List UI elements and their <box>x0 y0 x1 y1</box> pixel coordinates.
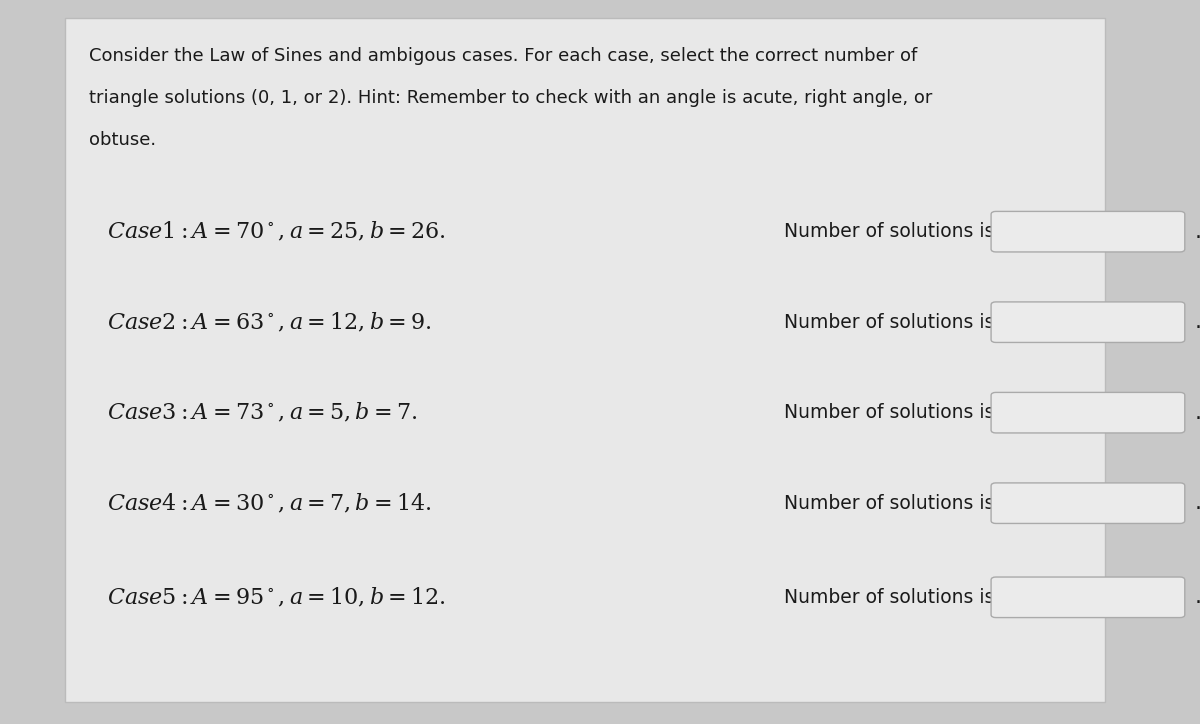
Text: Consider the Law of Sines and ambigous cases. For each case, select the correct : Consider the Law of Sines and ambigous c… <box>89 47 917 65</box>
FancyBboxPatch shape <box>991 577 1184 618</box>
FancyBboxPatch shape <box>991 392 1184 433</box>
Text: $\mathit{Case}2 : A = 63^\circ, a = 12, b = 9.$: $\mathit{Case}2 : A = 63^\circ, a = 12, … <box>107 311 432 334</box>
Text: Number of solutions is: Number of solutions is <box>779 403 995 422</box>
Text: .: . <box>1194 493 1200 513</box>
Text: Number of solutions is: Number of solutions is <box>779 494 995 513</box>
FancyBboxPatch shape <box>65 18 1105 702</box>
Text: $\mathit{Case}3 : A = 73^\circ, a = 5, b = 7.$: $\mathit{Case}3 : A = 73^\circ, a = 5, b… <box>107 401 418 424</box>
FancyBboxPatch shape <box>991 211 1184 252</box>
Text: obtuse.: obtuse. <box>89 131 156 149</box>
Text: .: . <box>1194 312 1200 332</box>
FancyBboxPatch shape <box>991 483 1184 523</box>
FancyBboxPatch shape <box>991 302 1184 342</box>
Text: .: . <box>1194 587 1200 607</box>
Text: Number of solutions is: Number of solutions is <box>779 588 995 607</box>
Text: $\mathit{Case}4 : A = 30^\circ, a = 7, b = 14.$: $\mathit{Case}4 : A = 30^\circ, a = 7, b… <box>107 492 432 515</box>
Text: Number of solutions is: Number of solutions is <box>779 313 995 332</box>
Text: Number of solutions is: Number of solutions is <box>779 222 995 241</box>
Text: triangle solutions (0, 1, or 2). Hint: Remember to check with an angle is acute,: triangle solutions (0, 1, or 2). Hint: R… <box>89 89 932 107</box>
Text: $\mathit{Case}1 : A = 70^\circ, a = 25, b = 26.$: $\mathit{Case}1 : A = 70^\circ, a = 25, … <box>107 220 445 243</box>
Text: $\mathit{Case}5 : A = 95^\circ, a = 10, b = 12.$: $\mathit{Case}5 : A = 95^\circ, a = 10, … <box>107 586 445 609</box>
Text: .: . <box>1194 222 1200 242</box>
Text: .: . <box>1194 403 1200 423</box>
